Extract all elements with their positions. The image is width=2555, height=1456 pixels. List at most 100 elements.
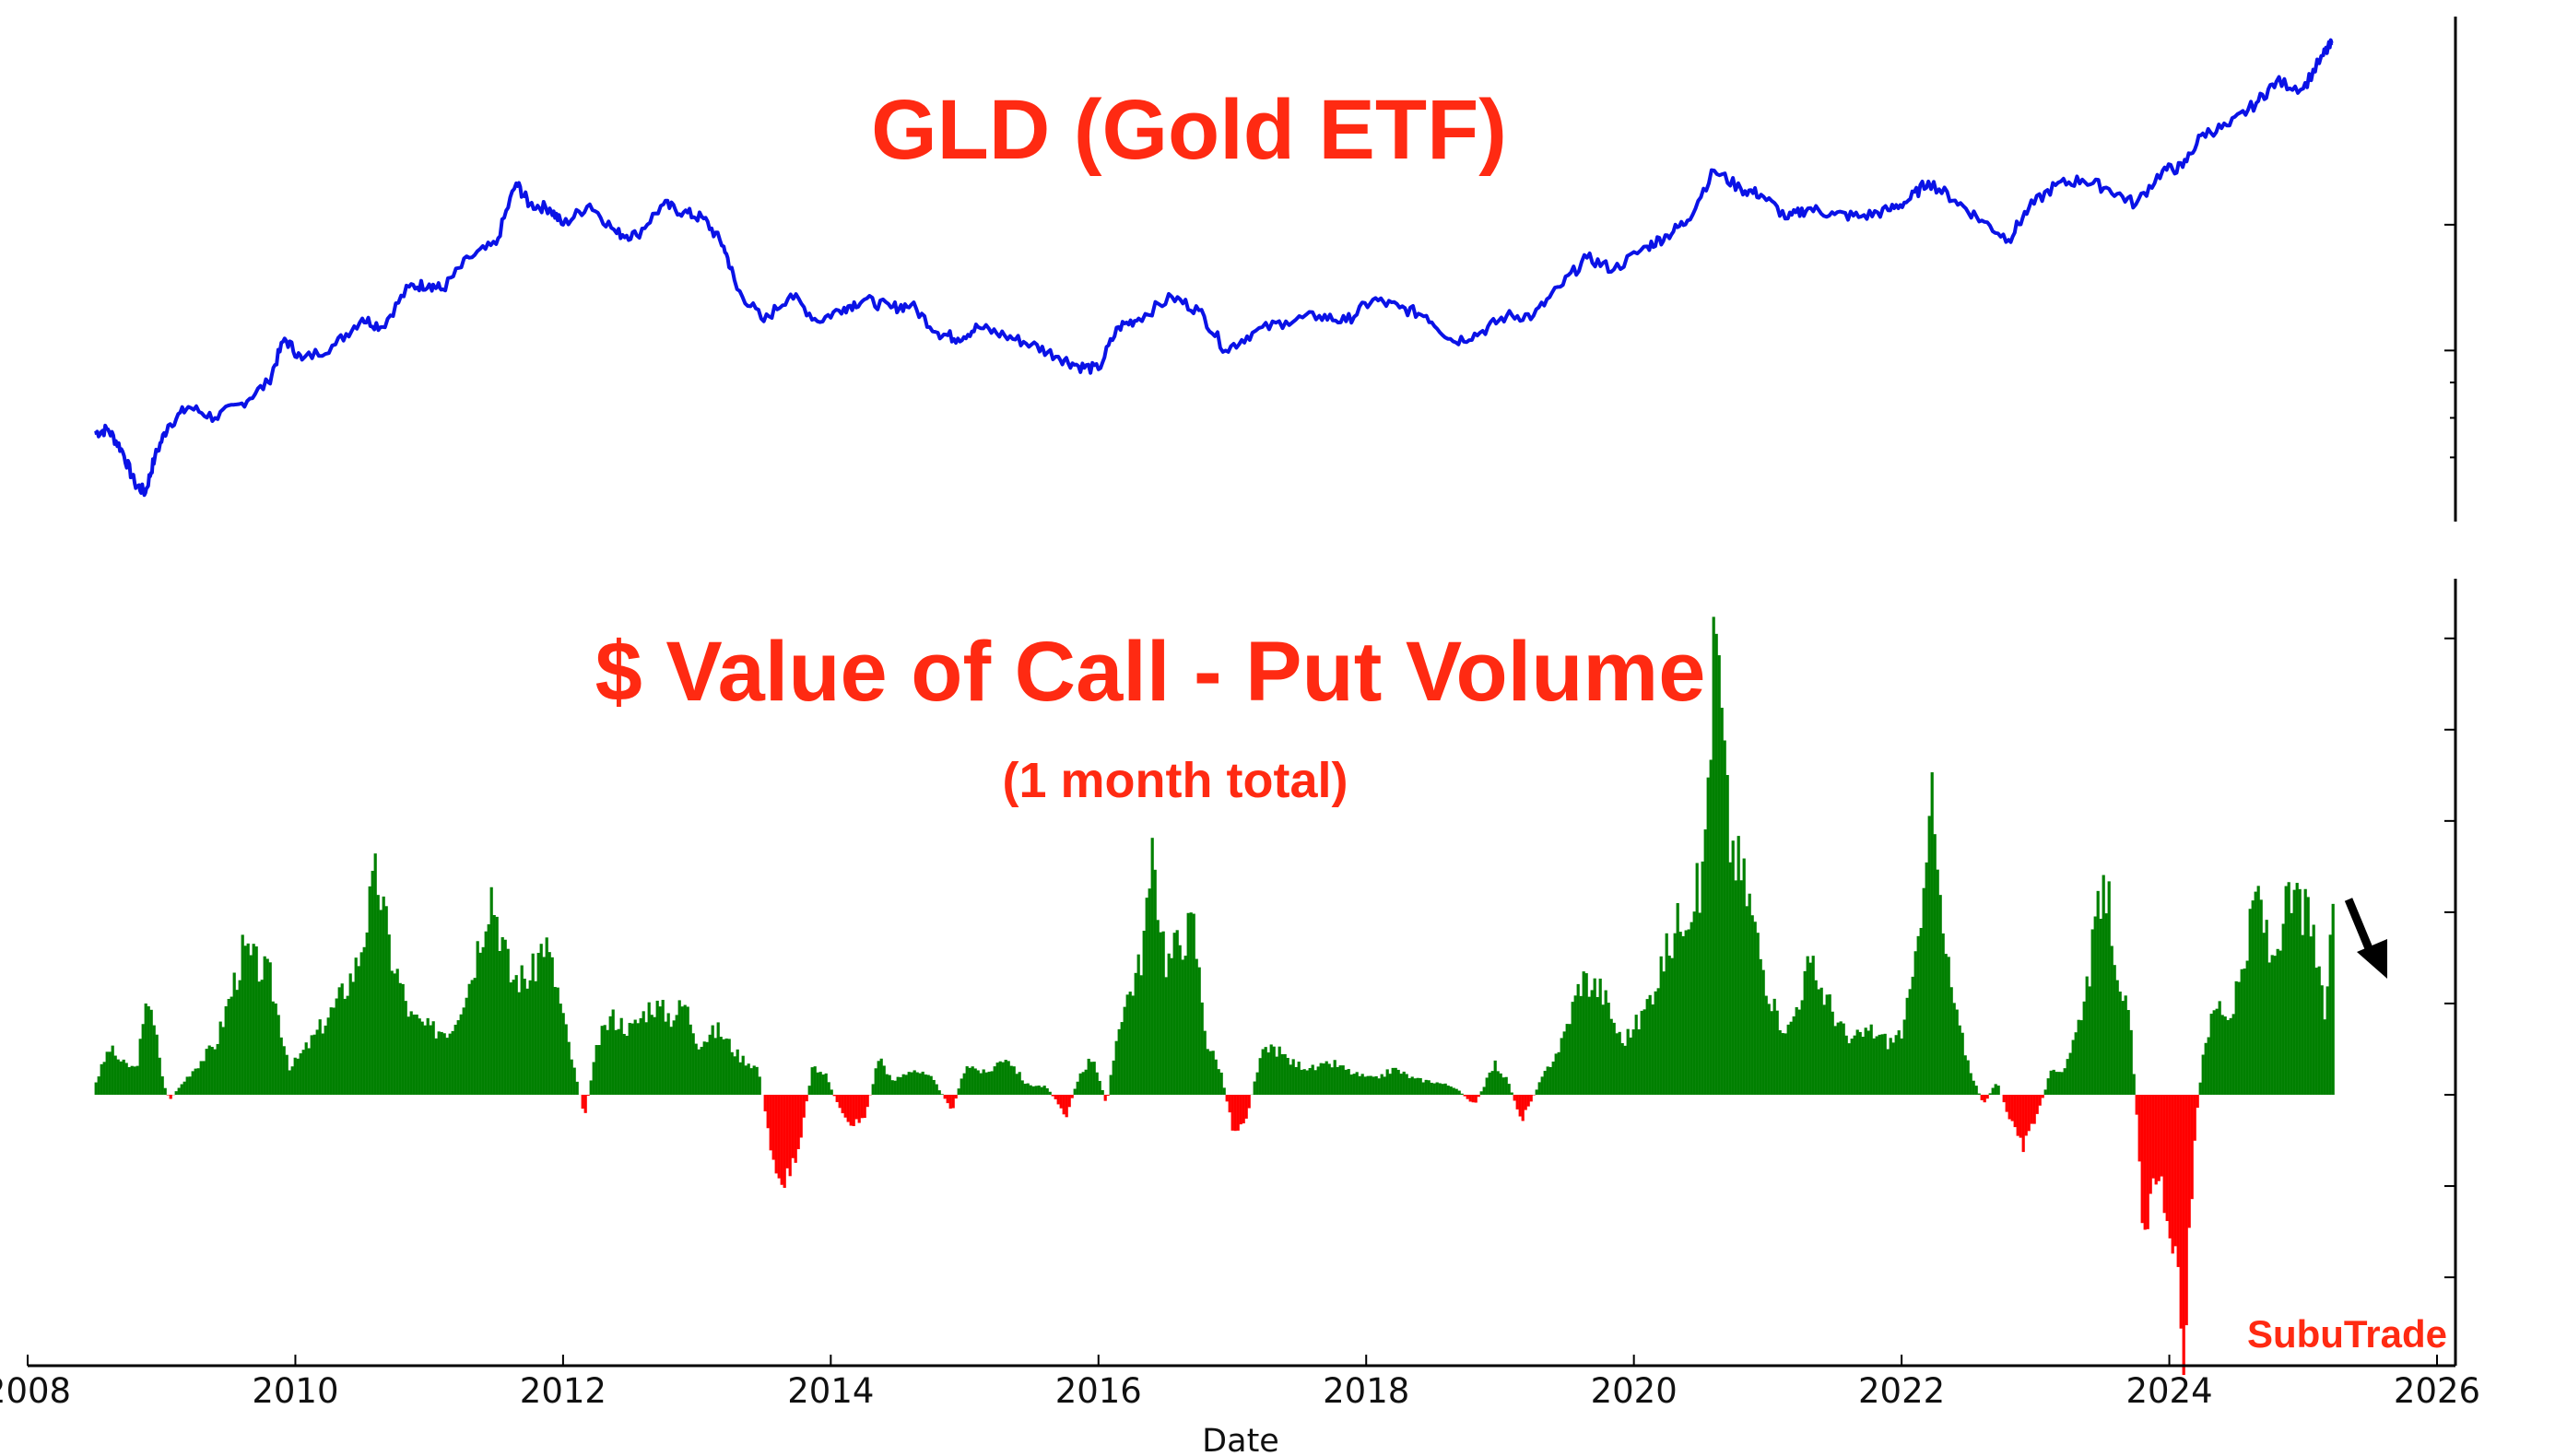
area-bar xyxy=(1891,1042,1895,1095)
area-bar xyxy=(932,1079,936,1095)
area-bar xyxy=(169,1095,172,1099)
area-bar xyxy=(2043,1089,2047,1095)
area-bar xyxy=(2184,1095,2188,1326)
area-bar xyxy=(1568,1024,1572,1095)
area-bar xyxy=(1905,997,1909,1095)
area-bar xyxy=(705,1041,709,1095)
area-bar xyxy=(1089,1062,1093,1095)
area-bar xyxy=(368,886,371,1095)
area-bar xyxy=(1247,1095,1251,1109)
area-bar xyxy=(1007,1061,1010,1095)
area-bar xyxy=(785,1095,789,1168)
area-bar xyxy=(1244,1095,1248,1119)
area-bar xyxy=(1562,1031,1566,1095)
area-bar xyxy=(1056,1095,1060,1105)
area-bar xyxy=(1626,1028,1630,1095)
area-bar xyxy=(664,1021,667,1095)
area-bar xyxy=(481,946,485,1095)
area-bar xyxy=(409,1011,413,1095)
area-bar xyxy=(119,1061,123,1095)
area-bar xyxy=(2005,1095,2008,1112)
area-bar xyxy=(1380,1074,1383,1095)
area-bar xyxy=(1927,816,1931,1095)
area-bar xyxy=(442,1033,446,1095)
area-bar xyxy=(2171,1095,2174,1254)
area-bar xyxy=(849,1095,853,1126)
area-bar xyxy=(1443,1083,1447,1095)
area-bar xyxy=(752,1065,756,1095)
area-bar xyxy=(202,1061,206,1095)
area-bar xyxy=(1554,1053,1558,1095)
area-bar xyxy=(2113,965,2116,1095)
area-bar xyxy=(2024,1095,2028,1136)
area-bar xyxy=(230,996,233,1095)
area-bar xyxy=(2019,1095,2022,1138)
area-bar xyxy=(1009,1065,1013,1095)
area-bar xyxy=(152,1025,156,1095)
area-bar xyxy=(221,1027,225,1095)
area-bar xyxy=(1479,1091,1483,1095)
area-bar xyxy=(1488,1072,1491,1095)
area-bar xyxy=(1402,1071,1406,1095)
area-bar xyxy=(1344,1069,1348,1095)
area-bar xyxy=(1551,1061,1555,1095)
area-bar xyxy=(1114,1040,1118,1095)
area-bar xyxy=(124,1063,128,1095)
area-bar xyxy=(1230,1095,1234,1131)
area-bar xyxy=(1289,1064,1292,1095)
area-bar xyxy=(1128,992,1132,1095)
area-bar xyxy=(1327,1063,1331,1095)
area-bar xyxy=(1864,1027,1867,1095)
area-bar xyxy=(332,1007,336,1095)
area-bar xyxy=(1612,1022,1616,1095)
options-panel: $ Value of Call - Put Volume (1 month to… xyxy=(94,579,2457,1376)
area-bar xyxy=(1648,994,1652,1095)
area-bar xyxy=(166,1095,170,1096)
area-bar xyxy=(666,1013,670,1095)
down-arrow-icon xyxy=(2344,898,2387,979)
area-bar xyxy=(1872,1038,1876,1095)
area-bar xyxy=(1615,1033,1619,1095)
area-bar xyxy=(390,970,394,1095)
area-bar xyxy=(553,986,557,1095)
area-bar xyxy=(2287,882,2290,1095)
area-bar xyxy=(1109,1074,1113,1095)
area-bar xyxy=(1690,922,1693,1095)
x-tick-label: 2008 xyxy=(0,1371,71,1411)
area-bar xyxy=(733,1056,736,1095)
area-bar xyxy=(2248,909,2252,1095)
area-bar xyxy=(2046,1078,2050,1095)
area-bar xyxy=(94,1082,98,1095)
area-bar xyxy=(929,1075,933,1095)
area-bar xyxy=(749,1068,753,1095)
area-bar xyxy=(1720,708,1724,1095)
area-bar xyxy=(2306,897,2310,1095)
area-bar xyxy=(1540,1076,1544,1095)
area-bar xyxy=(1280,1053,1284,1095)
area-bar xyxy=(702,1041,706,1095)
area-bar xyxy=(1283,1053,1287,1095)
area-bar xyxy=(1441,1084,1444,1095)
area-bar xyxy=(116,1059,120,1095)
area-bar xyxy=(2312,924,2315,1095)
area-bar xyxy=(456,1020,460,1095)
area-bar xyxy=(1170,957,1173,1095)
area-bar xyxy=(1228,1095,1231,1113)
area-bar xyxy=(1609,1018,1613,1095)
area-bar xyxy=(2295,883,2299,1095)
area-bar xyxy=(1159,932,1162,1095)
area-bar xyxy=(1145,898,1148,1095)
area-bar xyxy=(1081,1072,1085,1095)
area-bar xyxy=(1222,1087,1226,1095)
x-axis: 2008 2010 2012 2014 2016 2018 2020 2022 2024 2026… xyxy=(0,1355,2480,1456)
area-bar xyxy=(1020,1080,1024,1095)
area-bar xyxy=(650,1015,653,1095)
area-bar xyxy=(420,1021,424,1095)
area-bar xyxy=(1797,1009,1801,1095)
area-bar xyxy=(2168,1095,2172,1239)
area-bar xyxy=(2002,1095,2006,1103)
area-bar xyxy=(1847,1043,1851,1095)
area-bar xyxy=(993,1066,996,1095)
area-bar xyxy=(371,870,374,1095)
area-bar xyxy=(1150,838,1154,1095)
